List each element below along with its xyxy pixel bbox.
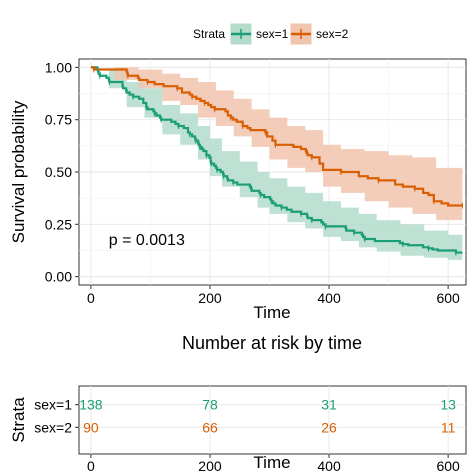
risk-table-title: Number at risk by time [182,333,362,353]
legend: Strata sex=1 sex=2 [193,22,349,46]
y-axis: 0.00 0.25 0.50 0.75 1.00 [45,59,79,285]
x-tick-label: 400 [317,290,341,306]
x-axis: 0 200 400 600 [87,285,460,306]
risk-row-label: sex=2 [34,419,72,435]
y-tick-label: 1.00 [45,59,72,75]
y-axis-title: Survival probability [9,100,28,243]
risk-values: 138 78 31 13 90 66 26 11 [79,397,456,436]
risk-value: 31 [321,397,337,413]
survival-plot: p = 0.0013 0.00 0.25 0.50 0.75 1.00 0 200 400 6… [9,58,467,322]
x-tick-label: 0 [87,290,95,306]
risk-table-panel [78,385,467,455]
risk-x-tick-label: 200 [198,458,222,474]
legend-label-sex1: sex=1 [256,27,289,41]
risk-value: 78 [202,397,218,413]
risk-table: Number at risk by time 138 78 31 13 90 66 26 11… [9,333,467,474]
risk-x-axis-title: Time [253,453,290,472]
x-tick-label: 200 [198,290,222,306]
risk-x-tick-label: 400 [317,458,341,474]
legend-title: Strata [193,27,225,41]
risk-value: 90 [83,419,99,435]
risk-value: 138 [79,397,103,413]
confidence-band-sex2 [90,67,463,227]
risk-row-labels: sex=1 sex=2 [34,397,79,435]
confidence-bands [90,67,463,262]
risk-y-axis-title: Strata [9,397,28,443]
y-tick-label: 0.50 [45,164,72,180]
risk-value: 11 [441,419,456,435]
y-tick-label: 0.00 [45,269,72,285]
risk-row-label: sex=1 [34,397,72,413]
risk-value: 66 [202,419,218,435]
confidence-band-sex1 [90,67,463,262]
y-tick-label: 0.25 [45,216,72,232]
risk-value: 13 [440,397,456,413]
censor-marks [93,66,463,256]
risk-x-tick-label: 0 [87,458,95,474]
risk-x-tick-label: 600 [436,458,460,474]
risk-value: 26 [321,419,337,435]
risk-grid [79,386,466,454]
p-value-annotation: p = 0.0013 [109,232,185,249]
y-tick-label: 0.75 [45,112,72,128]
risk-x-axis: 0 200 400 600 [87,454,460,474]
x-axis-title: Time [253,303,290,322]
x-tick-label: 600 [436,290,460,306]
legend-label-sex2: sex=2 [316,27,349,41]
